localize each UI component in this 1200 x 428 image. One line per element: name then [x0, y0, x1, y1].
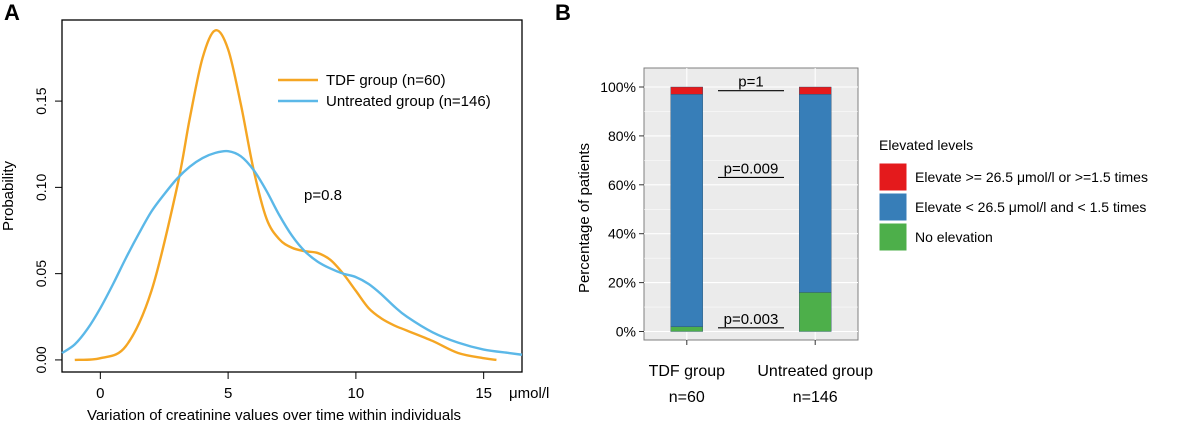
panel-a-label: A — [4, 0, 20, 25]
panel-b-label: B — [555, 0, 571, 25]
bar-segment — [670, 326, 703, 332]
stacked-bar-chart: 0% 20% 40% 60% 80% 100% p=1 p=0.009 p=0.003 TDF… — [576, 67, 1148, 406]
density-x-tick-label: 0 — [96, 385, 104, 402]
bar-legend-swatch — [878, 222, 908, 252]
bar-y-tick-label: 40% — [608, 226, 636, 242]
bar-category-label: Untreated group — [757, 363, 873, 380]
density-x-axis-title: Variation of creatinine values over time… — [87, 407, 461, 423]
bar-y-tick-label: 20% — [608, 275, 636, 291]
legend-label-untreated: Untreated group (n=146) — [326, 93, 491, 110]
bar-legend-swatch — [878, 192, 908, 222]
bar-y-tick-label: 0% — [616, 324, 636, 340]
bar-legend-label: Elevate >= 26.5 μmol/l or >=1.5 times — [915, 169, 1148, 185]
density-chart: 0.00 0.05 0.10 0.15 0 5 10 15 μmol/l Variation… — [0, 19, 549, 424]
bar-category-label: TDF group — [649, 363, 726, 380]
bar-y-axis: 0% 20% 40% 60% 80% 100% — [600, 79, 644, 340]
bar-y-tick-label: 100% — [600, 79, 636, 95]
density-x-axis: 0 5 10 15 — [96, 372, 492, 402]
density-y-tick-label: 0.15 — [33, 87, 49, 114]
density-x-tick-label: 15 — [475, 385, 492, 402]
density-y-tick-label: 0.05 — [33, 260, 49, 287]
bar-category-sublabel: n=60 — [669, 389, 705, 406]
bar-y-axis-title: Percentage of patients — [576, 143, 593, 293]
p-value-label: p=1 — [738, 74, 763, 91]
density-y-tick-label: 0.10 — [33, 174, 49, 201]
bar-legend-swatch — [878, 162, 908, 192]
density-curve-tdf — [74, 29, 497, 362]
density-y-tick-label: 0.00 — [33, 346, 49, 373]
bar-x-axis: TDF group n=60 Untreated group n=146 — [649, 340, 873, 406]
legend-label-tdf: TDF group (n=60) — [326, 72, 446, 89]
density-x-tick-label: 10 — [348, 385, 365, 402]
bar-y-tick-label: 80% — [608, 128, 636, 144]
density-y-axis-title: Probability — [0, 160, 17, 231]
bar-legend-title: Elevated levels — [879, 137, 973, 153]
bar-segment — [799, 94, 832, 293]
bar-segment — [799, 86, 832, 95]
bar-segment — [799, 292, 832, 332]
bar-segment — [670, 86, 703, 95]
density-plot-frame — [61, 19, 523, 373]
bar-legend-label: No elevation — [915, 229, 993, 245]
density-y-axis: 0.00 0.05 0.10 0.15 — [33, 87, 62, 374]
density-curves — [61, 29, 523, 362]
bar-y-tick-label: 60% — [608, 177, 636, 193]
bar-legend: Elevated levels Elevate >= 26.5 μmol/l o… — [878, 137, 1148, 252]
density-p-value: p=0.8 — [304, 187, 342, 204]
density-legend: TDF group (n=60) Untreated group (n=146) — [278, 72, 491, 110]
p-value-label: p=0.009 — [724, 160, 779, 177]
bar-legend-label: Elevate < 26.5 μmol/l and < 1.5 times — [915, 199, 1146, 215]
density-x-unit: μmol/l — [509, 385, 549, 402]
bar-stacks — [670, 86, 832, 332]
bar-category-sublabel: n=146 — [793, 389, 838, 406]
density-curve-untreated — [61, 149, 523, 356]
bar-segment — [670, 94, 703, 327]
bar-p-values: p=1 p=0.009 p=0.003 — [718, 74, 784, 329]
density-x-tick-label: 5 — [224, 385, 232, 402]
p-value-label: p=0.003 — [724, 311, 779, 328]
